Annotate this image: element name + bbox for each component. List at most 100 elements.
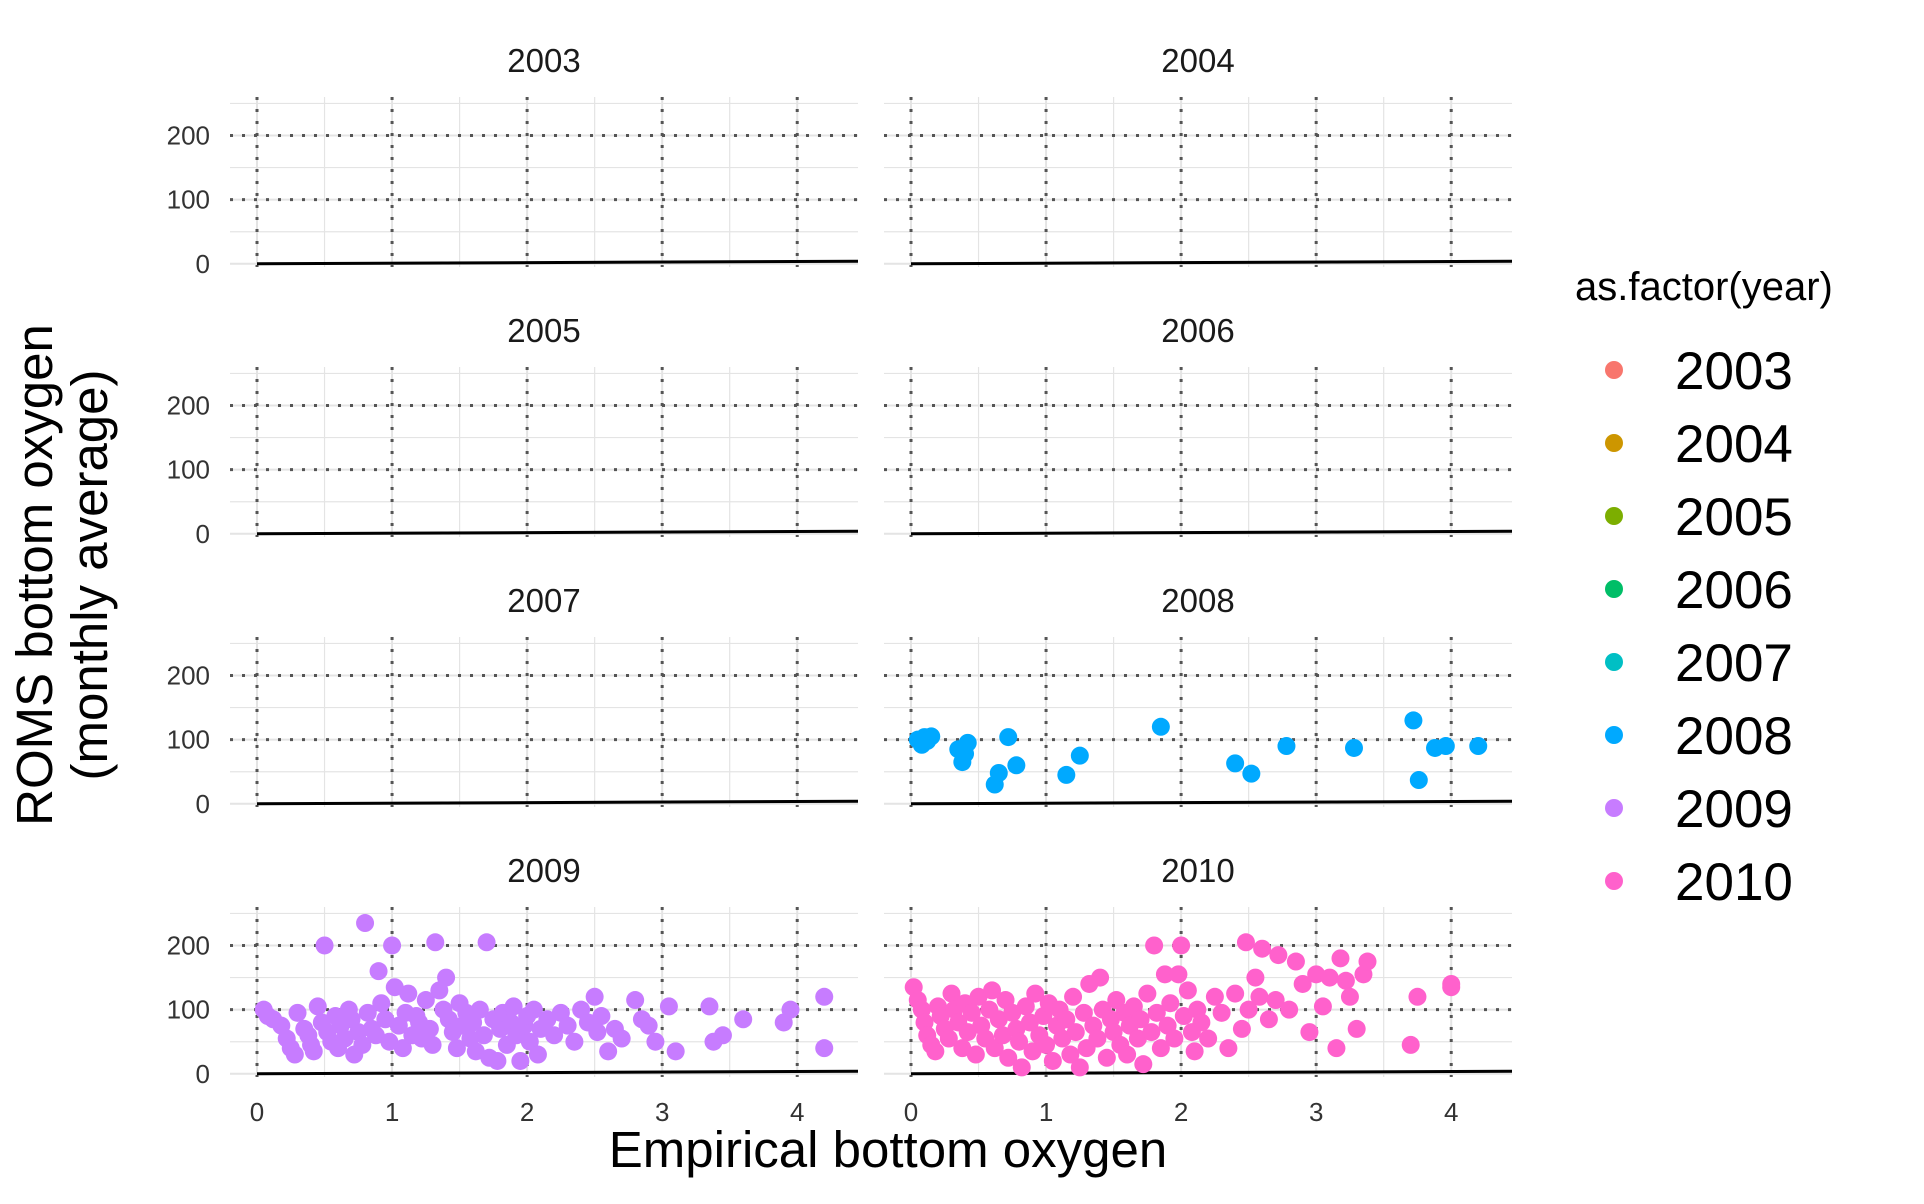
data-point — [1097, 1048, 1116, 1067]
data-point — [993, 1026, 1012, 1045]
data-point — [958, 1023, 977, 1042]
data-point — [511, 1051, 530, 1070]
data-point — [1239, 1000, 1258, 1019]
data-point — [372, 994, 391, 1013]
data-point — [1037, 1035, 1056, 1054]
data-point — [989, 1010, 1008, 1029]
data-point — [288, 1003, 307, 1022]
data-point — [488, 1051, 507, 1070]
y-axis-title: ROMS bottom oxygen (monthly average) — [6, 324, 118, 826]
data-point — [1145, 936, 1164, 955]
legend-label: 2006 — [1675, 561, 1793, 620]
data-point — [358, 1003, 377, 1022]
data-point — [1259, 1010, 1278, 1029]
data-point — [1307, 965, 1326, 984]
panel-title: 2007 — [507, 582, 580, 619]
data-point — [1064, 987, 1083, 1006]
gridlines — [884, 367, 1512, 537]
data-point — [1236, 933, 1255, 952]
data-point — [1336, 971, 1355, 990]
x-tick-label: 0 — [250, 1097, 264, 1127]
y-tick-label: 200 — [167, 660, 210, 690]
data-point — [565, 1032, 584, 1051]
x-axis-title: Empirical bottom oxygen — [609, 1121, 1167, 1178]
legend-swatch — [1605, 361, 1623, 379]
points-2008 — [908, 711, 1488, 794]
y-tick-label: 200 — [167, 930, 210, 960]
legend-label: 2005 — [1675, 488, 1793, 547]
data-point — [815, 1039, 834, 1058]
x-tick-label: 2 — [1174, 1097, 1188, 1127]
data-point — [558, 1016, 577, 1035]
data-point — [1469, 737, 1488, 756]
data-point — [1344, 738, 1363, 757]
data-point — [376, 1010, 395, 1029]
legend-label: 2008 — [1675, 707, 1793, 766]
data-point — [1151, 717, 1170, 736]
data-point — [1219, 1039, 1238, 1058]
legend-label: 2007 — [1675, 634, 1793, 693]
data-point — [1088, 1029, 1107, 1048]
legend-entry-2003: 2003 — [1605, 342, 1793, 401]
data-point — [538, 1010, 557, 1029]
data-point — [592, 1007, 611, 1026]
fit-line — [911, 799, 1513, 806]
data-point — [1057, 1010, 1076, 1029]
points-2010 — [904, 933, 1461, 1077]
legend-swatch — [1605, 872, 1623, 890]
data-point — [1401, 1035, 1420, 1054]
data-point — [1155, 965, 1174, 984]
legend-swatch — [1605, 799, 1623, 817]
legend: as.factor(year) 2003 2004 2005 2006 2007 2008… — [1575, 265, 1833, 912]
gridlines — [230, 97, 858, 267]
data-point — [423, 1035, 442, 1054]
data-point — [953, 1039, 972, 1058]
gridlines — [230, 367, 858, 537]
data-point — [420, 1019, 439, 1038]
data-point — [1242, 764, 1261, 783]
data-point — [713, 1026, 732, 1045]
data-point — [626, 991, 645, 1010]
fit-line — [257, 259, 859, 266]
legend-title: as.factor(year) — [1575, 265, 1833, 309]
data-point — [1118, 1045, 1137, 1064]
data-point — [1293, 974, 1312, 993]
data-point — [1300, 1023, 1319, 1042]
data-point — [1212, 1003, 1231, 1022]
data-point — [953, 753, 972, 772]
data-point — [1409, 771, 1428, 790]
y-tick-label: 200 — [167, 120, 210, 150]
x-tick-label: 3 — [655, 1097, 669, 1127]
data-point — [524, 1000, 543, 1019]
data-point — [1205, 987, 1224, 1006]
x-tick-label: 2 — [520, 1097, 534, 1127]
fit-line — [911, 1069, 1513, 1076]
legend-entry-2008: 2008 — [1605, 707, 1793, 766]
legend-label: 2004 — [1675, 415, 1793, 474]
data-point — [1016, 997, 1035, 1016]
data-point — [308, 997, 327, 1016]
data-point — [585, 987, 604, 1006]
data-point — [380, 1032, 399, 1051]
data-point — [285, 1045, 304, 1064]
data-point — [1161, 994, 1180, 1013]
data-point — [477, 933, 496, 952]
data-point — [1436, 737, 1455, 756]
data-point — [700, 997, 719, 1016]
data-point — [639, 1016, 658, 1035]
data-point — [315, 936, 334, 955]
data-point — [1066, 1023, 1085, 1042]
data-point — [1010, 1032, 1029, 1051]
data-point — [1057, 765, 1076, 784]
data-point — [383, 936, 402, 955]
data-point — [958, 733, 977, 752]
panel-2004: 2004 — [884, 42, 1513, 267]
y-tick-label: 100 — [167, 455, 210, 485]
data-point — [416, 991, 435, 1010]
panel-title: 2006 — [1161, 312, 1234, 349]
fit-line — [257, 1069, 859, 1076]
data-point — [918, 731, 937, 750]
data-point — [1070, 746, 1089, 765]
data-point — [1250, 987, 1269, 1006]
